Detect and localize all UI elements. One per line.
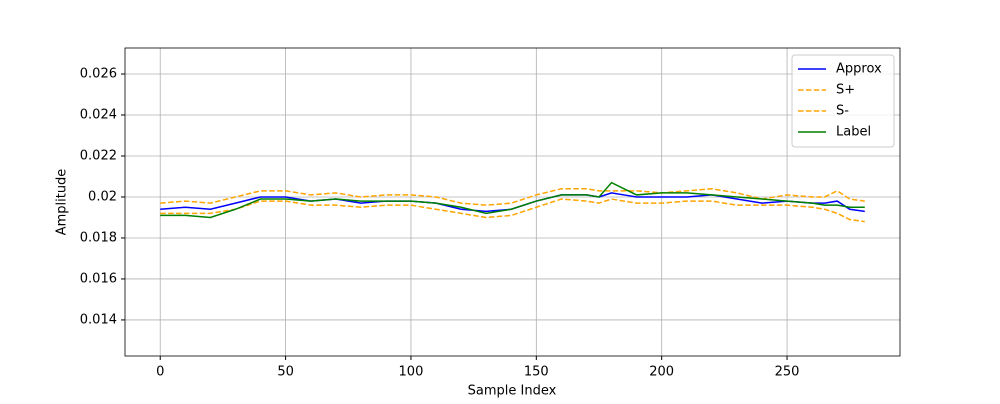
legend: Approx S+ S- Label [791,54,895,148]
legend-label: S+ [836,83,855,98]
line-series [160,188,865,206]
legend-box [791,54,895,148]
legend-label: Approx [836,62,882,77]
legend-label: Label [836,125,871,140]
y-axis-label: Amplitude [55,169,70,236]
y-tick-label: 0.018 [80,230,117,245]
y-tick-label: 0.026 [80,67,117,82]
y-tick-label: 0.02 [88,189,117,204]
x-tick-label: 150 [524,365,549,380]
y-tick-label: 0.022 [80,148,117,163]
y-tick-label: 0.016 [80,271,117,286]
line-series [160,181,865,219]
x-axis-label: Sample Index [468,384,557,399]
x-tick-label: 50 [277,365,294,380]
y-tick-label: 0.024 [80,108,117,123]
line-series [160,198,865,223]
plot-frame [124,47,901,357]
y-tick-label: 0.014 [80,312,117,327]
legend-label: S- [836,104,849,119]
x-tick-label: 0 [156,365,164,380]
x-tick-label: 200 [649,365,674,380]
x-tick-label: 100 [399,365,424,380]
x-tick-label: 250 [775,365,800,380]
